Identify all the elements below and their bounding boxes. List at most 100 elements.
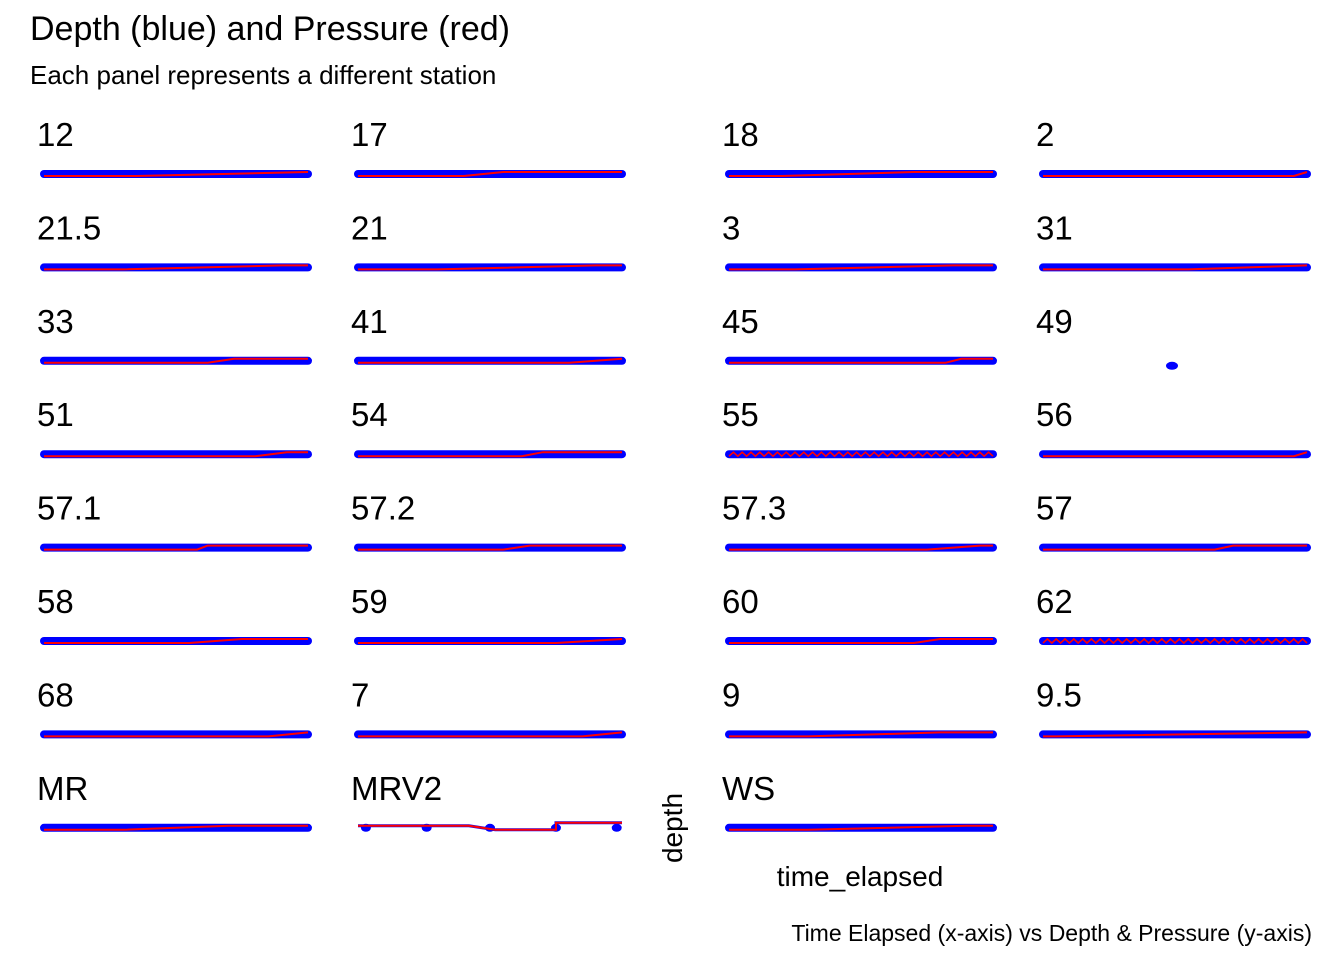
facet-panel: MR	[37, 770, 312, 832]
pressure-series	[358, 357, 623, 364]
panel-strip-label: 68	[37, 676, 74, 713]
facet-panel: 45	[722, 303, 997, 365]
facet-panel: 3	[722, 209, 997, 272]
panel-strip-label: 9	[722, 676, 740, 713]
facet-panel: 9.5	[1036, 676, 1311, 739]
facet-panel: 18	[722, 116, 997, 178]
pressure-series	[1043, 544, 1307, 551]
facet-panel: 9	[722, 676, 997, 739]
panel-strip-label: 7	[351, 676, 369, 713]
pressure-series	[1042, 637, 1308, 645]
facet-panel: 57.2	[351, 490, 626, 552]
panel-strip-label: 17	[351, 116, 388, 153]
panel-strip-label: 31	[1036, 209, 1073, 246]
x-axis-label: time_elapsed	[777, 861, 944, 892]
pressure-series	[44, 264, 308, 271]
facet-panel: WS	[722, 770, 997, 832]
pressure-series	[729, 731, 993, 738]
facet-panel: 56	[1036, 396, 1311, 459]
panel-strip-label: 21.5	[37, 209, 101, 246]
pressure-series	[729, 357, 993, 364]
facet-panel: 41	[351, 303, 626, 365]
facet-panel: 57.3	[722, 490, 997, 552]
panel-strip-label: 9.5	[1036, 676, 1082, 713]
panel-strip-label: 54	[351, 396, 388, 433]
facet-panel: 51	[37, 396, 312, 459]
chart-subtitle: Each panel represents a different statio…	[30, 60, 496, 90]
pressure-series	[358, 264, 622, 271]
pressure-series	[1043, 731, 1308, 738]
panel-strip-label: WS	[722, 770, 775, 807]
panel-strip-label: 51	[37, 396, 74, 433]
pressure-series	[1043, 451, 1308, 458]
chart-caption: Time Elapsed (x-axis) vs Depth & Pressur…	[791, 920, 1312, 946]
pressure-series	[1043, 171, 1308, 177]
facet-panel: 62	[1036, 583, 1311, 645]
facet-panel: 12	[37, 116, 312, 178]
panel-strip-label: 2	[1036, 116, 1054, 153]
facet-panel: 7	[351, 676, 626, 739]
facet-panel: 58	[37, 583, 312, 645]
panel-strip-label: 3	[722, 209, 740, 246]
pressure-series	[44, 638, 308, 644]
pressure-series	[729, 264, 993, 271]
facet-panel: MRV2	[351, 770, 622, 832]
depth-point	[1166, 361, 1178, 370]
pressure-series	[44, 731, 309, 738]
facet-panel: 21	[351, 209, 626, 272]
pressure-series	[728, 451, 994, 458]
panel-strip-label: 41	[351, 303, 388, 340]
pressure-series	[729, 824, 993, 831]
panel-strip-label: 59	[351, 583, 388, 620]
facet-panel: 33	[37, 303, 312, 365]
panel-strip-label: 60	[722, 583, 759, 620]
panel-strip-label: 56	[1036, 396, 1073, 433]
y-axis-label: depth	[657, 793, 688, 863]
panels-group: 12 17 18 2 21.5 21 3 31 33 41 45 49 51 54 55 56 57.1 57.2…	[37, 116, 1311, 832]
panel-strip-label: 57.2	[351, 490, 415, 527]
facet-panel: 55	[722, 396, 997, 459]
pressure-series	[729, 638, 993, 644]
pressure-series	[44, 171, 309, 177]
panel-strip-label: 62	[1036, 583, 1073, 620]
pressure-series	[358, 171, 622, 177]
panel-strip-label: 55	[722, 396, 759, 433]
panel-strip-label: 21	[351, 209, 388, 246]
facet-panel: 21.5	[37, 209, 312, 272]
facet-panel: 2	[1036, 116, 1311, 178]
panel-strip-label: 45	[722, 303, 759, 340]
pressure-series	[358, 451, 622, 458]
facet-panel: 17	[351, 116, 626, 178]
facet-panel: 57	[1036, 490, 1311, 552]
panel-strip-label: 18	[722, 116, 759, 153]
facet-panel: 59	[351, 583, 626, 645]
panel-strip-label: 12	[37, 116, 74, 153]
facet-panel: 57.1	[37, 490, 312, 552]
panel-strip-label: MR	[37, 770, 88, 807]
pressure-series	[358, 638, 623, 644]
pressure-series	[358, 821, 622, 831]
pressure-series	[44, 451, 308, 458]
facet-panel: 68	[37, 676, 312, 739]
panel-strip-label: 49	[1036, 303, 1073, 340]
facet-panel: 31	[1036, 209, 1311, 272]
panel-strip-label: 57.3	[722, 490, 786, 527]
facet-panel: 54	[351, 396, 626, 459]
panel-strip-label: 58	[37, 583, 74, 620]
pressure-series	[729, 171, 993, 177]
pressure-series	[1043, 264, 1308, 271]
panel-strip-label: 33	[37, 303, 74, 340]
pressure-series	[44, 824, 308, 831]
chart-title: Depth (blue) and Pressure (red)	[30, 10, 510, 48]
pressure-series	[729, 544, 993, 551]
depth-point	[611, 823, 622, 832]
panel-strip-label: 57.1	[37, 490, 101, 527]
facet-panel: 49	[1036, 303, 1178, 370]
pressure-series	[358, 544, 622, 551]
pressure-series	[358, 731, 623, 738]
facet-panel: 60	[722, 583, 997, 645]
pressure-series	[44, 544, 308, 551]
pressure-series	[44, 357, 308, 364]
panel-strip-label: MRV2	[351, 770, 442, 807]
